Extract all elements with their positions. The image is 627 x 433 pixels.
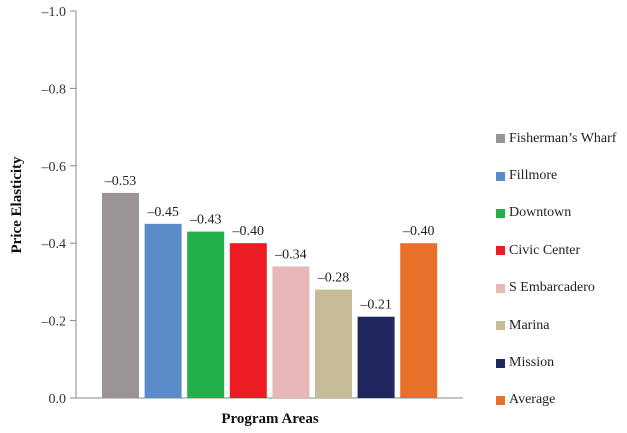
data-label: –0.53	[104, 174, 137, 189]
legend-item: Fisherman’s Wharf	[496, 120, 616, 157]
legend-item: Mission	[496, 344, 616, 381]
y-axis-label: Price Elasticity	[9, 156, 25, 254]
bar-fisherman-s-wharf	[102, 192, 139, 398]
data-label: –0.34	[274, 247, 307, 262]
y-tick-label: –0.8	[41, 82, 67, 97]
data-label: –0.45	[146, 205, 179, 220]
bar-civic-center	[229, 243, 267, 398]
legend-item: Fillmore	[496, 157, 616, 194]
bar-marina	[315, 289, 352, 398]
legend-label: S Embarcadero	[509, 280, 595, 296]
y-tick-label: –0.2	[41, 315, 67, 330]
legend-swatch	[496, 208, 505, 218]
x-axis-label: Program Areas	[221, 411, 319, 427]
legend-swatch	[496, 358, 505, 368]
y-tick-label: –1.0	[41, 5, 67, 20]
legend-item: Average	[496, 382, 616, 419]
legend-swatch	[496, 246, 505, 256]
legend-swatch	[496, 395, 505, 405]
bar-mission	[357, 316, 395, 398]
y-tick-label: –0.6	[41, 160, 67, 175]
legend: Fisherman’s Wharf Fillmore Downtown Civic C…	[496, 120, 616, 419]
legend-swatch	[496, 321, 505, 331]
legend-label: Civic Center	[509, 242, 581, 258]
legend-label: Marina	[509, 317, 550, 333]
data-labels: –0.53 –0.45 –0.43 –0.40 –0.34 –0.28 –0.21 –0.40	[104, 174, 435, 313]
legend-item: Downtown	[496, 195, 616, 232]
data-label: –0.40	[232, 224, 265, 239]
y-tick-label: –0.4	[41, 237, 67, 252]
data-label: –0.40	[402, 224, 435, 239]
bar-downtown	[187, 231, 225, 398]
legend-item: S Embarcadero	[496, 270, 616, 307]
data-label: –0.43	[189, 213, 222, 228]
y-tick-label: 0.0	[49, 392, 67, 407]
legend-swatch	[496, 134, 505, 144]
data-label: –0.21	[359, 298, 392, 313]
legend-swatch	[496, 171, 505, 181]
legend-item: Marina	[496, 307, 616, 344]
legend-item: Civic Center	[496, 232, 616, 269]
y-ticks: 0.0 –0.2 –0.4 –0.6 –0.8 –1.0	[41, 5, 76, 407]
bar-s-embarcadero	[272, 266, 310, 398]
data-label: –0.28	[317, 271, 350, 286]
bars	[102, 192, 438, 398]
bar-fillmore	[144, 223, 182, 398]
legend-label: Downtown	[509, 205, 572, 221]
legend-label: Fisherman’s Wharf	[509, 130, 617, 146]
legend-label: Average	[509, 392, 556, 408]
bar-average	[400, 243, 438, 398]
legend-label: Mission	[509, 355, 555, 371]
axes	[75, 11, 463, 399]
legend-swatch	[496, 283, 505, 293]
legend-label: Fillmore	[509, 168, 558, 184]
